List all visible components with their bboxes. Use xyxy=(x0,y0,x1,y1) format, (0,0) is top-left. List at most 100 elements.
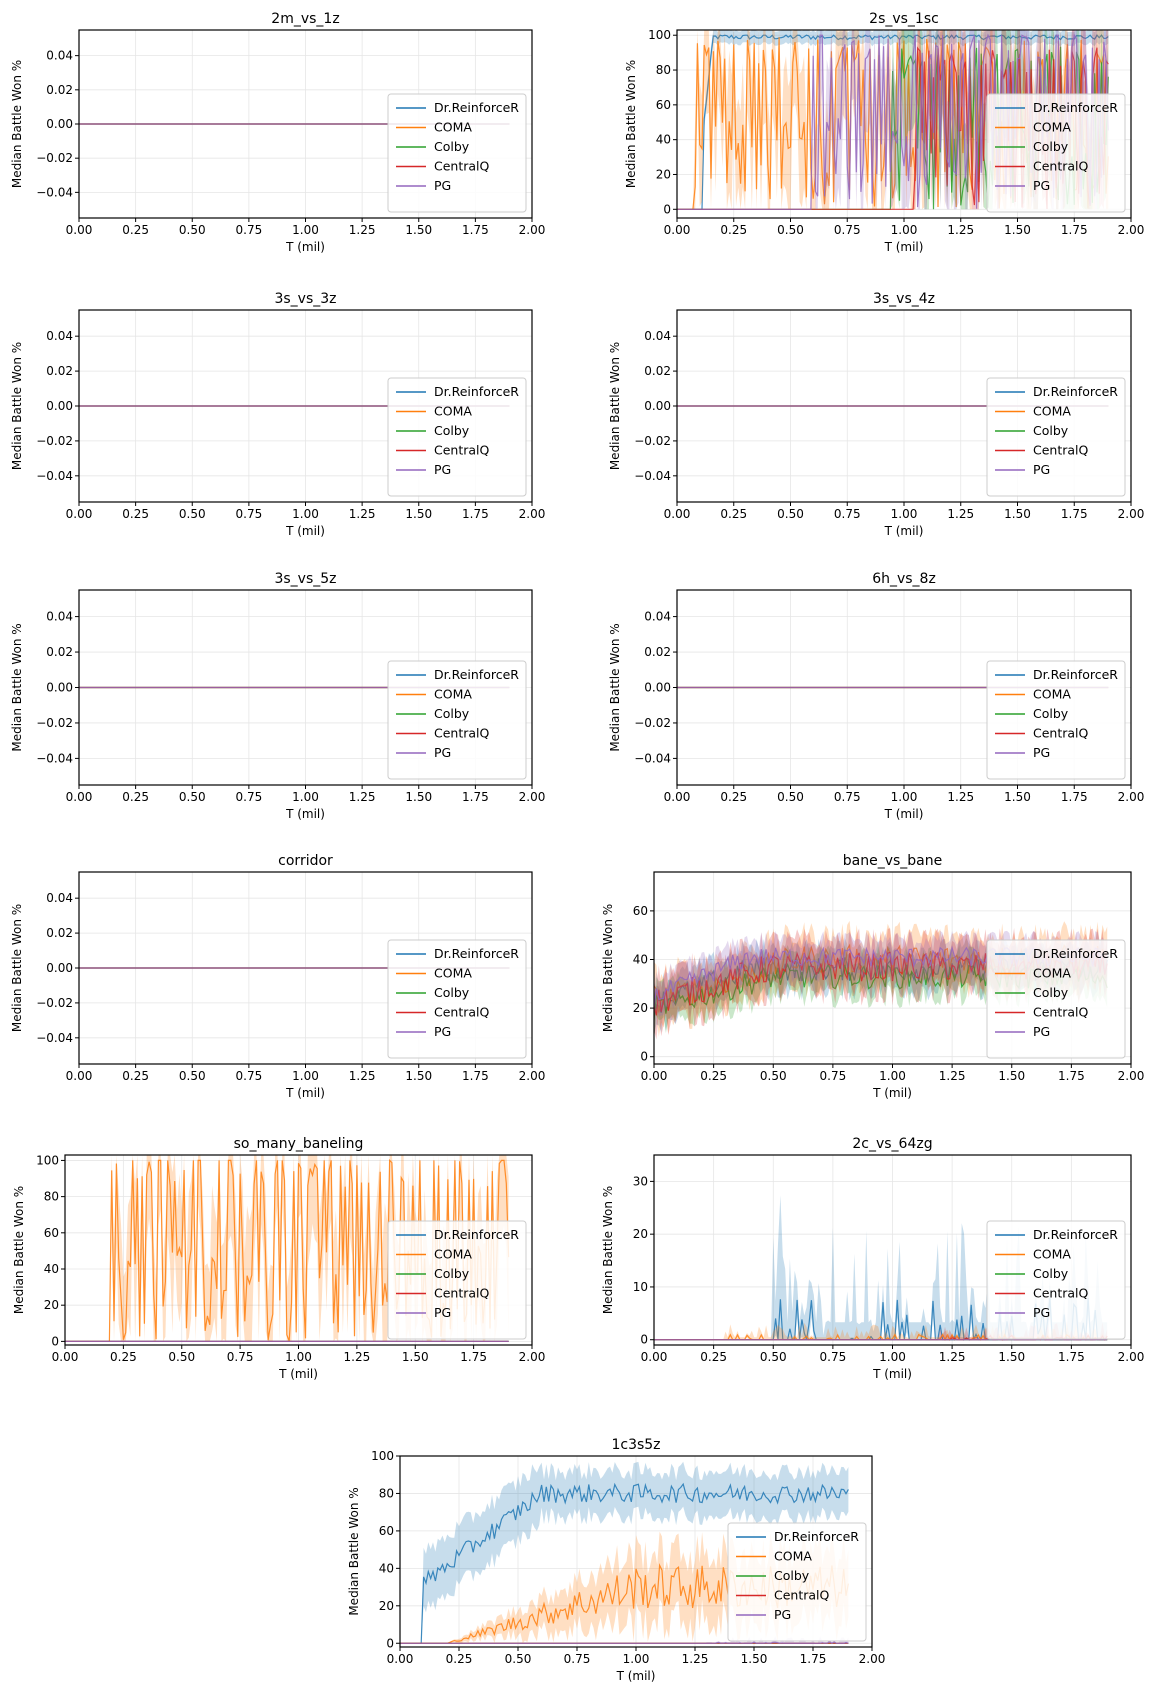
y-tick-label: 30 xyxy=(633,1174,648,1188)
x-tick-label: 0.25 xyxy=(110,1350,137,1364)
legend-label: Dr.ReinforceR xyxy=(1033,667,1118,682)
y-axis-label: Median Battle Won % xyxy=(624,60,638,188)
x-tick-label: 0.00 xyxy=(641,1350,668,1364)
chart-panel-1c3s5z: 0.00 0.25 0.50 0.75 1.00 1.25 1.50 1.75 2.00 0 20 4… xyxy=(347,1437,885,1683)
y-tick-label: 0.04 xyxy=(644,610,671,624)
legend-label: Colby xyxy=(1033,985,1069,1000)
y-tick-label: 60 xyxy=(44,1226,59,1240)
x-tick-label: 0.50 xyxy=(505,1652,532,1666)
x-tick-label: 2.00 xyxy=(1118,507,1145,521)
x-tick-label: 1.25 xyxy=(947,790,974,804)
legend-label: CentralQ xyxy=(774,1588,830,1603)
x-tick-label: 0.00 xyxy=(52,1350,79,1364)
legend-label: COMA xyxy=(1033,404,1071,419)
x-tick-label: 0.75 xyxy=(236,790,263,804)
x-tick-label: 2.00 xyxy=(519,790,546,804)
chart-title: 6h_vs_8z xyxy=(872,571,936,587)
x-tick-label: 0.25 xyxy=(122,223,149,237)
legend-label: Colby xyxy=(1033,706,1069,721)
x-tick-label: 0.00 xyxy=(66,790,93,804)
x-tick-label: 1.50 xyxy=(998,1069,1025,1083)
legend-label: CentralQ xyxy=(434,726,490,741)
x-tick-label: 0.00 xyxy=(66,507,93,521)
x-tick-label: 1.00 xyxy=(292,790,319,804)
legend-label: PG xyxy=(434,462,451,477)
y-tick-label: 0.00 xyxy=(644,681,671,695)
legend-label: PG xyxy=(774,1607,791,1622)
x-tick-label: 1.00 xyxy=(285,1350,312,1364)
legend-label: Colby xyxy=(1033,423,1069,438)
y-tick-label: 0 xyxy=(386,1636,394,1650)
x-tick-label: 1.50 xyxy=(405,223,432,237)
x-tick-label: 0.75 xyxy=(227,1350,254,1364)
chart-panel-corridor: 0.00 0.25 0.50 0.75 1.00 1.25 1.50 1.75 2.00 −0.0… xyxy=(10,853,545,1100)
x-tick-label: 0.50 xyxy=(179,790,206,804)
legend-label: COMA xyxy=(1033,966,1071,981)
x-tick-label: 0.75 xyxy=(834,507,861,521)
x-tick-label: 2.00 xyxy=(519,223,546,237)
legend-label: COMA xyxy=(434,1247,472,1262)
y-tick-label: −0.04 xyxy=(634,751,671,765)
y-axis-label: Median Battle Won % xyxy=(10,904,24,1032)
chart-title: corridor xyxy=(278,853,333,869)
legend-label: CentralQ xyxy=(1033,1286,1089,1301)
x-tick-label: 0.75 xyxy=(820,1350,847,1364)
y-axis-label: Median Battle Won % xyxy=(10,60,24,188)
legend-label: CentralQ xyxy=(1033,443,1089,458)
series-coma-line xyxy=(65,1159,510,1342)
legend-label: COMA xyxy=(1033,120,1071,135)
y-tick-label: 0.02 xyxy=(46,926,73,940)
legend-box xyxy=(986,377,1126,497)
x-tick-label: 1.00 xyxy=(879,1069,906,1083)
legend-label: Dr.ReinforceR xyxy=(434,946,519,961)
x-tick-label: 1.00 xyxy=(891,507,918,521)
x-tick-label: 0.50 xyxy=(760,1350,787,1364)
y-tick-label: 0.02 xyxy=(46,364,73,378)
y-tick-label: 100 xyxy=(36,1153,59,1167)
legend-label: Colby xyxy=(774,1568,810,1583)
series-pg-band xyxy=(677,30,1109,210)
legend-box xyxy=(986,660,1126,780)
y-tick-label: −0.02 xyxy=(36,716,73,730)
x-tick-label: 1.75 xyxy=(462,790,489,804)
y-tick-label: 0.04 xyxy=(644,329,671,343)
y-tick-label: 0.00 xyxy=(644,399,671,413)
x-tick-label: 0.50 xyxy=(179,507,206,521)
chart-title: 2m_vs_1z xyxy=(271,11,339,27)
chart-title: 3s_vs_5z xyxy=(274,571,336,587)
chart-panel-6h-vs-8z: 0.00 0.25 0.50 0.75 1.00 1.25 1.50 1.75 2.00 −0.0… xyxy=(608,571,1144,821)
x-tick-label: 1.75 xyxy=(1061,223,1088,237)
legend-label: PG xyxy=(1033,1305,1050,1320)
y-tick-label: 0.00 xyxy=(46,399,73,413)
chart-panel-2s-vs-1sc: 0.00 0.25 0.50 0.75 1.00 1.25 1.50 1.75 2.00 0 20 4… xyxy=(624,11,1144,254)
x-tick-label: 0.75 xyxy=(820,1069,847,1083)
x-tick-label: 0.25 xyxy=(720,507,747,521)
x-tick-label: 0.25 xyxy=(122,1069,149,1083)
x-tick-label: 0.75 xyxy=(236,223,263,237)
legend-label: COMA xyxy=(1033,1247,1071,1262)
y-tick-label: 0.00 xyxy=(46,681,73,695)
y-tick-label: 40 xyxy=(44,1262,59,1276)
legend-label: Colby xyxy=(1033,139,1069,154)
legend-label: Dr.ReinforceR xyxy=(434,100,519,115)
x-tick-label: 1.50 xyxy=(1004,507,1031,521)
x-tick-label: 1.75 xyxy=(800,1652,827,1666)
x-tick-label: 0.50 xyxy=(777,790,804,804)
x-tick-label: 0.00 xyxy=(664,223,691,237)
y-tick-label: 40 xyxy=(379,1561,394,1575)
x-tick-label: 0.00 xyxy=(641,1069,668,1083)
legend-label: PG xyxy=(1033,178,1050,193)
x-tick-label: 1.50 xyxy=(998,1350,1025,1364)
y-tick-label: −0.02 xyxy=(36,996,73,1010)
chart-title: 3s_vs_3z xyxy=(274,291,336,307)
x-tick-label: 1.25 xyxy=(349,223,376,237)
y-tick-label: 0 xyxy=(640,1333,648,1347)
x-axis-label: T (mil) xyxy=(285,807,325,821)
x-tick-label: 1.00 xyxy=(292,507,319,521)
y-tick-label: −0.02 xyxy=(634,716,671,730)
x-axis-label: T (mil) xyxy=(872,1086,912,1100)
x-tick-label: 0.50 xyxy=(777,223,804,237)
y-axis-label: Median Battle Won % xyxy=(12,1186,26,1314)
y-tick-label: 20 xyxy=(379,1599,394,1613)
y-axis-label: Median Battle Won % xyxy=(608,623,622,751)
